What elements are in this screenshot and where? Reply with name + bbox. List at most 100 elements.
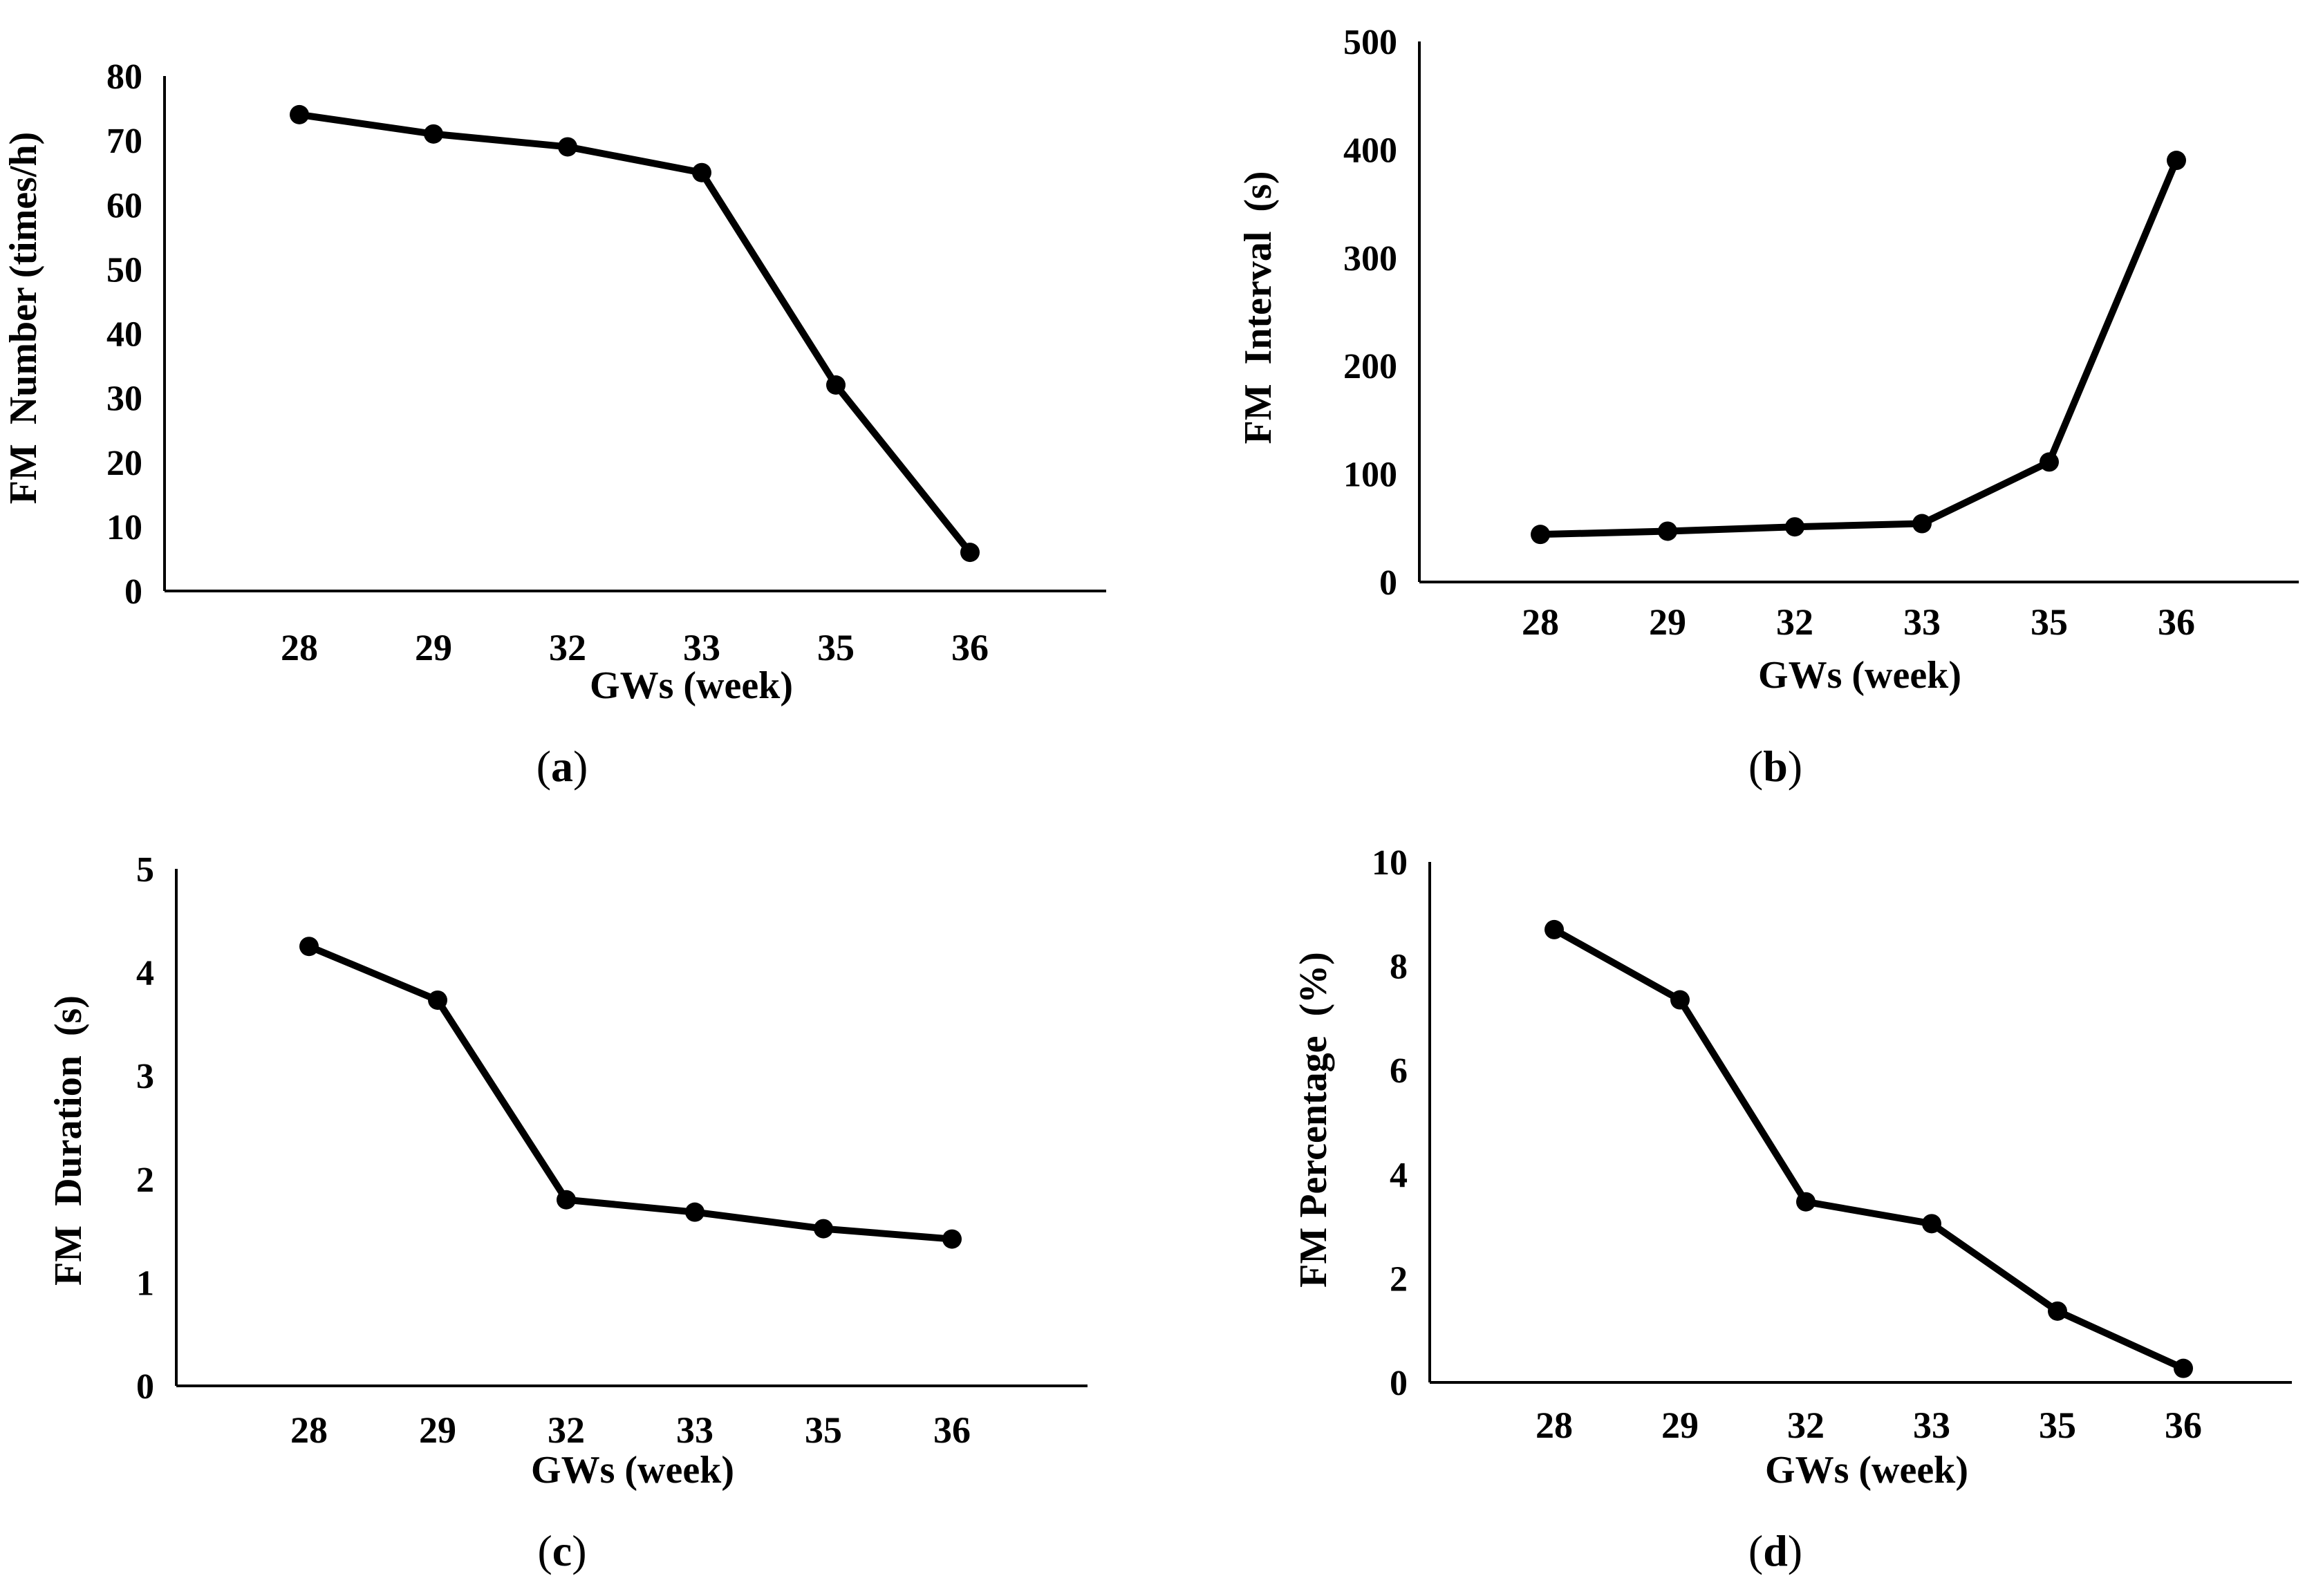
x-tick-label: 35 [817, 627, 855, 668]
panel-a-line-chart: 0 10 20 30 40 50 60 70 80 28 29 32 33 35 36 GWs (week) F… [2, 57, 1106, 791]
y-tick-label: 3 [136, 1057, 154, 1096]
y-tick-label: 400 [1343, 131, 1397, 170]
y-tick-label: 10 [106, 508, 142, 547]
y-tick-label: 6 [1390, 1051, 1408, 1091]
x-axis-title: GWs (week) [590, 664, 793, 707]
data-point-marker [424, 124, 443, 144]
panel-letter: d [1763, 1526, 1788, 1575]
panel-caption: (c) [537, 1526, 586, 1575]
x-tick-label: 32 [1787, 1405, 1825, 1446]
x-tick-label: 32 [1776, 601, 1813, 643]
data-point-marker [692, 162, 711, 182]
y-tick-label: 500 [1343, 23, 1397, 62]
data-point-marker [428, 990, 447, 1010]
x-tick-label: 36 [2165, 1405, 2202, 1446]
x-tick-label: 29 [1661, 1405, 1699, 1446]
data-point-marker [1670, 990, 1690, 1010]
panel-caption: (d) [1748, 1526, 1802, 1575]
series-line [1551, 926, 2187, 1372]
data-point-marker [2174, 1358, 2193, 1378]
x-tick-label: 29 [1649, 601, 1686, 643]
x-tick-label: 36 [951, 627, 989, 668]
x-tick-label: 33 [1903, 601, 1941, 643]
y-tick-label: 20 [106, 444, 142, 483]
data-point-marker [1912, 514, 1932, 534]
x-tick-label: 35 [2031, 601, 2068, 643]
x-tick-label: 29 [415, 627, 452, 668]
y-tick-label: 200 [1343, 347, 1397, 386]
y-tick-label: 40 [106, 315, 142, 355]
y-tick-label: 0 [1390, 1364, 1408, 1403]
panel-caption: (b) [1748, 742, 1802, 791]
panel-letter: a [551, 742, 573, 791]
data-point-marker [960, 543, 980, 563]
y-tick-label: 50 [106, 250, 142, 290]
panel-b-line-chart: 0 100 200 300 400 500 28 29 32 33 35 36 GWs (week) FM… [1237, 23, 2299, 791]
panel-caption: (a) [536, 742, 588, 791]
x-tick-label: 29 [419, 1409, 456, 1451]
y-tick-label: 4 [1390, 1156, 1408, 1195]
y-axis-title: FM Duration (s) [47, 995, 90, 1286]
y-tick-label: 10 [1372, 843, 1408, 883]
y-axis-title: FM Percentage (%) [1292, 952, 1335, 1288]
x-axis-title: GWs (week) [1765, 1449, 1968, 1492]
data-point-marker [2167, 151, 2186, 171]
panel-letter: c [552, 1526, 572, 1575]
data-point-marker [558, 137, 577, 157]
y-tick-label: 0 [124, 572, 142, 612]
x-tick-label: 33 [683, 627, 720, 668]
data-point-marker [685, 1202, 704, 1222]
y-tick-label: 4 [136, 954, 154, 993]
y-axis-title: FM Interval (s) [1237, 171, 1280, 444]
data-point-marker [826, 375, 846, 395]
data-point-marker [1796, 1192, 1816, 1212]
x-axis-title: GWs (week) [531, 1449, 734, 1492]
x-tick-label: 35 [805, 1409, 842, 1451]
data-point-marker [942, 1229, 962, 1249]
data-point-marker [299, 937, 319, 957]
panel-c-line-chart: 0 1 2 3 4 5 28 29 32 33 35 36 GWs (week) FM Duration … [47, 850, 1088, 1575]
x-tick-label: 28 [1522, 601, 1559, 643]
x-tick-label: 28 [281, 627, 318, 668]
series-line [306, 943, 955, 1243]
x-tick-label: 32 [548, 1409, 585, 1451]
y-axis-title: FM Number (times/h) [2, 132, 45, 505]
data-point-marker [1658, 521, 1677, 541]
y-tick-label: 0 [1379, 563, 1397, 603]
data-point-marker [1785, 517, 1804, 537]
data-point-marker [290, 104, 309, 124]
y-tick-label: 300 [1343, 239, 1397, 279]
data-point-marker [1922, 1214, 1941, 1234]
x-tick-label: 36 [2158, 601, 2195, 643]
series-line [296, 111, 973, 556]
data-point-marker [557, 1190, 576, 1210]
data-point-marker [2048, 1301, 2067, 1321]
panel-d-line-chart: 0 2 4 6 8 10 28 29 32 33 35 36 GWs (week) FM Percenta… [1292, 843, 2292, 1575]
y-tick-label: 70 [106, 122, 142, 161]
y-tick-label: 1 [136, 1264, 154, 1303]
panel-letter: b [1763, 742, 1788, 791]
y-tick-label: 30 [106, 379, 142, 419]
y-tick-label: 100 [1343, 456, 1397, 495]
x-tick-label: 36 [933, 1409, 971, 1451]
y-tick-label: 0 [136, 1367, 154, 1407]
data-point-marker [814, 1219, 833, 1239]
series-line [1537, 157, 2180, 538]
y-tick-label: 80 [106, 57, 142, 97]
x-tick-label: 33 [1913, 1405, 1950, 1446]
x-axis-title: GWs (week) [1758, 654, 1961, 697]
y-tick-label: 8 [1390, 948, 1408, 987]
x-tick-label: 32 [549, 627, 586, 668]
data-point-marker [1531, 525, 1550, 545]
x-tick-label: 28 [1536, 1405, 1573, 1446]
y-tick-label: 2 [136, 1161, 154, 1200]
y-tick-label: 2 [1390, 1259, 1408, 1299]
x-tick-label: 33 [676, 1409, 713, 1451]
x-tick-label: 28 [290, 1409, 328, 1451]
x-tick-label: 35 [2039, 1405, 2076, 1446]
y-tick-label: 60 [106, 186, 142, 225]
data-point-marker [1545, 919, 1564, 939]
y-tick-label: 5 [136, 850, 154, 890]
data-point-marker [2040, 452, 2059, 472]
